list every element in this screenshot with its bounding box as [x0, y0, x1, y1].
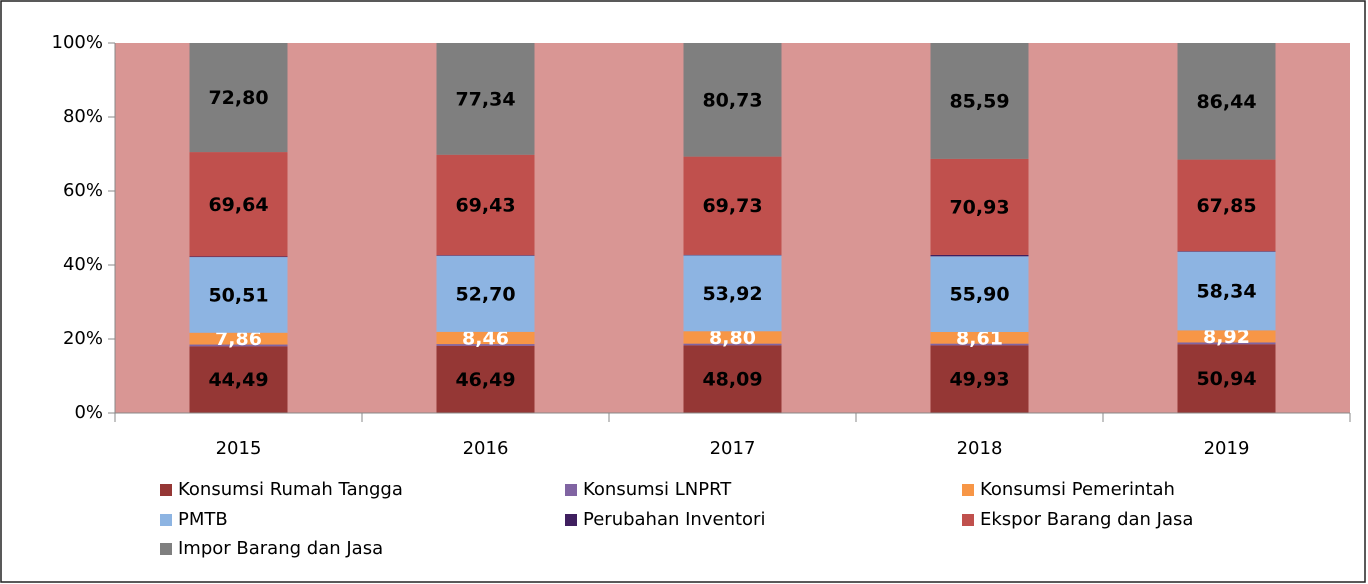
- bar-segment: [930, 256, 1029, 332]
- legend-swatch: [160, 484, 172, 496]
- data-label: 8,46: [462, 327, 509, 349]
- bar-segment: [1177, 344, 1276, 413]
- bar-segment: [930, 343, 1029, 346]
- legend-swatch: [962, 484, 974, 496]
- data-label: 85,59: [949, 90, 1009, 112]
- bar-segment: [189, 256, 288, 258]
- bar-segment: [189, 257, 288, 333]
- bar-segment: [1177, 342, 1276, 345]
- x-tick-label: 2018: [957, 438, 1003, 459]
- bar-segment: [930, 43, 1029, 159]
- bar-segment: [1177, 251, 1276, 331]
- data-label: 55,90: [949, 284, 1009, 306]
- y-tick-label: 20%: [63, 328, 103, 349]
- bar-segment: [1177, 330, 1276, 343]
- x-tick-label: 2017: [710, 438, 756, 459]
- bar-segment: [436, 154, 535, 256]
- legend-label: Ekspor Barang dan Jasa: [980, 509, 1193, 530]
- data-label: 8,80: [709, 327, 756, 349]
- x-tick-label: 2019: [1204, 438, 1250, 459]
- bar-segment: [189, 332, 288, 345]
- legend-label: Impor Barang dan Jasa: [178, 538, 383, 559]
- bar-segment: [1177, 159, 1276, 252]
- bar-segment: [1177, 251, 1276, 252]
- bar-segment: [683, 343, 782, 346]
- data-label: 69,64: [208, 194, 268, 216]
- legend-label: Konsumsi LNPRT: [583, 479, 732, 500]
- bar-segment: [436, 255, 535, 256]
- legend-label: Perubahan Inventori: [583, 509, 765, 530]
- data-label: 44,49: [208, 369, 268, 391]
- data-label: 53,92: [702, 283, 762, 305]
- y-tick-label: 60%: [63, 180, 103, 201]
- x-tick-label: 2016: [463, 438, 509, 459]
- legend-swatch: [962, 514, 974, 526]
- data-label: 7,86: [215, 328, 262, 350]
- data-label: 58,34: [1196, 281, 1256, 303]
- data-label: 77,34: [455, 88, 515, 110]
- data-label: 50,51: [208, 284, 268, 306]
- data-label: 49,93: [949, 369, 1009, 391]
- data-label: 8,92: [1203, 326, 1250, 348]
- data-label: 72,80: [208, 87, 268, 109]
- bar-segment: [930, 254, 1029, 257]
- bar-segment: [436, 255, 535, 332]
- bar-segment: [683, 156, 782, 255]
- data-label: 69,73: [702, 195, 762, 217]
- data-label: 69,43: [455, 194, 515, 216]
- legend-label: Konsumsi Pemerintah: [980, 479, 1175, 500]
- legend-label: PMTB: [178, 509, 228, 530]
- bar-segment: [436, 344, 535, 346]
- data-label: 52,70: [455, 283, 515, 305]
- bar-segment: [436, 345, 535, 413]
- bar-segment: [189, 43, 288, 153]
- bar-segment: [930, 345, 1029, 413]
- data-label: 67,85: [1196, 195, 1256, 217]
- y-tick-label: 0%: [74, 402, 103, 423]
- bar-segment: [436, 43, 535, 155]
- bar-segment: [189, 344, 288, 347]
- bar-segment: [683, 255, 782, 332]
- y-tick-label: 100%: [52, 32, 103, 53]
- y-tick-label: 40%: [63, 254, 103, 275]
- bar-segment: [189, 346, 288, 413]
- bar-segment: [1177, 43, 1276, 160]
- data-label: 46,49: [455, 369, 515, 391]
- legend-swatch: [565, 484, 577, 496]
- bar-segment: [683, 254, 782, 256]
- data-label: 80,73: [702, 89, 762, 111]
- bar-segment: [683, 43, 782, 157]
- data-label: 8,61: [956, 327, 1003, 349]
- x-tick-label: 2015: [216, 438, 262, 459]
- bar-segment: [436, 331, 535, 345]
- data-label: 86,44: [1196, 91, 1256, 113]
- legend-label: Konsumsi Rumah Tangga: [178, 479, 403, 500]
- bar-segment: [930, 158, 1029, 255]
- bar-segment: [683, 345, 782, 413]
- legend-swatch: [160, 543, 172, 555]
- legend-swatch: [160, 514, 172, 526]
- data-label: 50,94: [1196, 368, 1256, 390]
- data-label: 48,09: [702, 369, 762, 391]
- legend-swatch: [565, 514, 577, 526]
- data-label: 70,93: [949, 196, 1009, 218]
- bar-segment: [189, 152, 288, 257]
- y-tick-label: 80%: [63, 106, 103, 127]
- bar-segment: [683, 331, 782, 344]
- bar-segment: [930, 331, 1029, 344]
